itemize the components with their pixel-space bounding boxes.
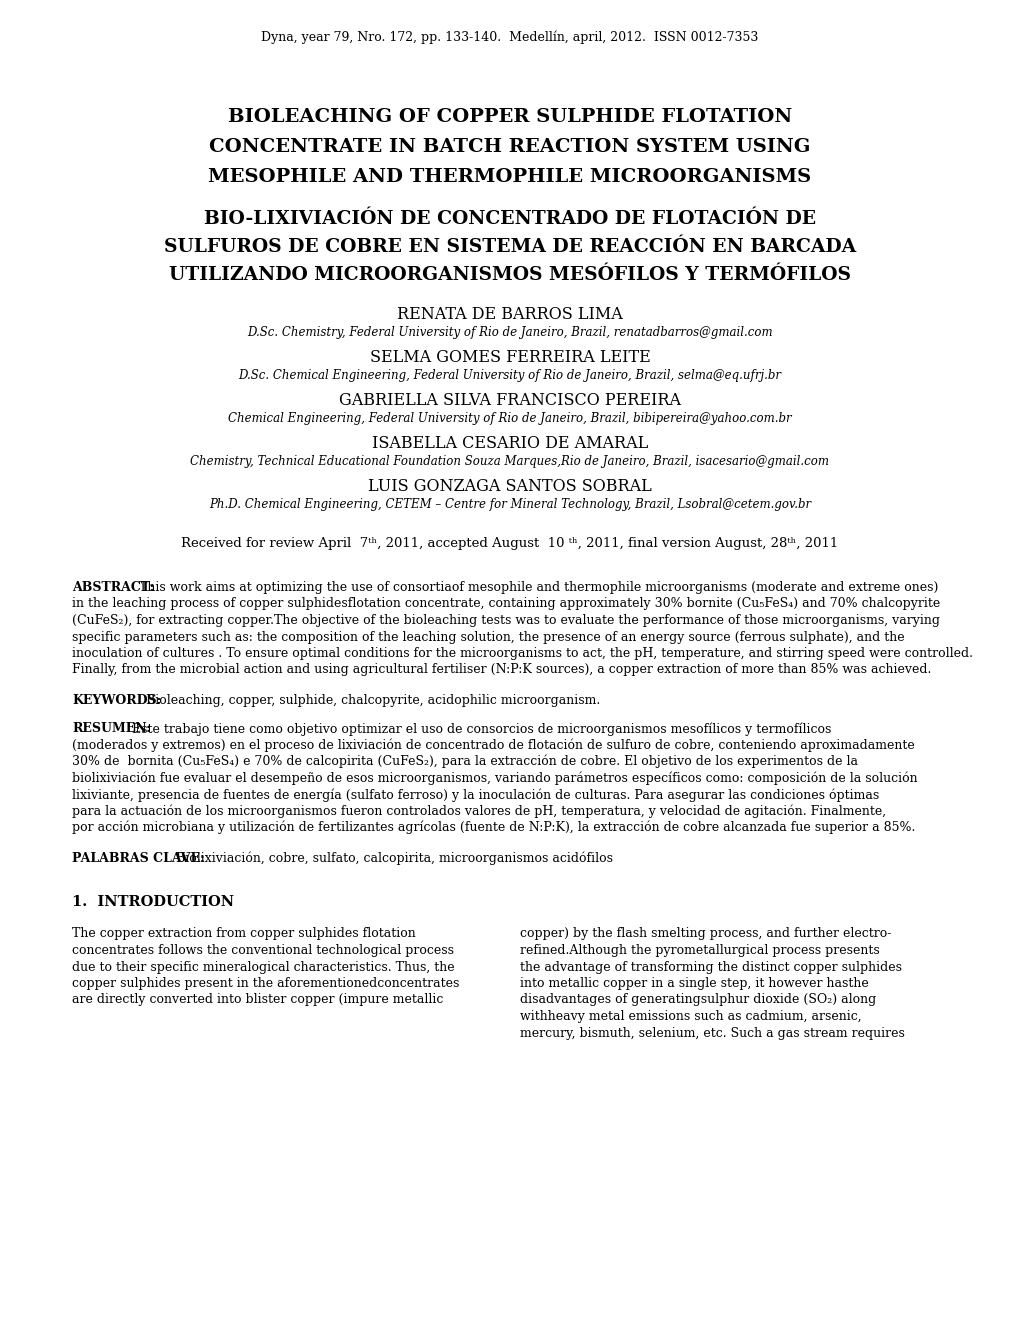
Text: mercury, bismuth, selenium, etc. Such a gas stream requires: mercury, bismuth, selenium, etc. Such a …: [520, 1027, 904, 1040]
Text: PALABRAS CLAVE:: PALABRAS CLAVE:: [72, 851, 205, 865]
Text: LUIS GONZAGA SANTOS SOBRAL: LUIS GONZAGA SANTOS SOBRAL: [368, 478, 651, 495]
Text: MESOPHILE AND THERMOPHILE MICROORGANISMS: MESOPHILE AND THERMOPHILE MICROORGANISMS: [208, 168, 811, 186]
Text: SELMA GOMES FERREIRA LEITE: SELMA GOMES FERREIRA LEITE: [369, 348, 650, 366]
Text: Este trabajo tiene como objetivo optimizar el uso de consorcios de microorganism: Este trabajo tiene como objetivo optimiz…: [131, 722, 830, 735]
Text: Received for review April  7ᵗʰ, 2011, accepted August  10 ᵗʰ, 2011, final versio: Received for review April 7ᵗʰ, 2011, acc…: [181, 537, 838, 550]
Text: RESUMEN:: RESUMEN:: [72, 722, 151, 735]
Text: para la actuación de los microorganismos fueron controlados valores de pH, tempe: para la actuación de los microorganismos…: [72, 804, 886, 818]
Text: Finally, from the microbial action and using agricultural fertiliser (N:P:K sour: Finally, from the microbial action and u…: [72, 664, 930, 676]
Text: specific parameters such as: the composition of the leaching solution, the prese: specific parameters such as: the composi…: [72, 631, 904, 644]
Text: BIOLEACHING OF COPPER SULPHIDE FLOTATION: BIOLEACHING OF COPPER SULPHIDE FLOTATION: [227, 108, 792, 125]
Text: the advantage of transforming the distinct copper sulphides: the advantage of transforming the distin…: [520, 961, 901, 974]
Text: due to their specific mineralogical characteristics. Thus, the: due to their specific mineralogical char…: [72, 961, 454, 974]
Text: D.Sc. Chemistry, Federal University of Rio de Janeiro, Brazil, renatadbarros@gma: D.Sc. Chemistry, Federal University of R…: [247, 326, 772, 339]
Text: in the leaching process of copper sulphidesflotation concentrate, containing app: in the leaching process of copper sulphi…: [72, 598, 940, 610]
Text: ISABELLA CESARIO DE AMARAL: ISABELLA CESARIO DE AMARAL: [372, 436, 647, 451]
Text: inoculation of cultures . To ensure optimal conditions for the microorganisms to: inoculation of cultures . To ensure opti…: [72, 647, 972, 660]
Text: BIO-LIXIVIACIÓN DE CONCENTRADO DE FLOTACIÓN DE: BIO-LIXIVIACIÓN DE CONCENTRADO DE FLOTAC…: [204, 210, 815, 228]
Text: (moderados y extremos) en el proceso de lixiviación de concentrado de flotación : (moderados y extremos) en el proceso de …: [72, 738, 914, 752]
Text: Chemical Engineering, Federal University of Rio de Janeiro, Brazil, bibipereira@: Chemical Engineering, Federal University…: [228, 412, 791, 425]
Text: refined.Although the pyrometallurgical process presents: refined.Although the pyrometallurgical p…: [520, 944, 879, 957]
Text: copper sulphides present in the aforementionedconcentrates: copper sulphides present in the aforemen…: [72, 977, 459, 990]
Text: This work aims at optimizing the use of consortiaof mesophile and thermophile mi: This work aims at optimizing the use of …: [139, 581, 937, 594]
Text: Bioleaching, copper, sulphide, chalcopyrite, acidophilic microorganism.: Bioleaching, copper, sulphide, chalcopyr…: [142, 694, 599, 708]
Text: KEYWORDS:: KEYWORDS:: [72, 694, 161, 708]
Text: Biolixiviación, cobre, sulfato, calcopirita, microorganismos acidófilos: Biolixiviación, cobre, sulfato, calcopir…: [172, 851, 612, 865]
Text: The copper extraction from copper sulphides flotation: The copper extraction from copper sulphi…: [72, 928, 416, 940]
Text: GABRIELLA SILVA FRANCISCO PEREIRA: GABRIELLA SILVA FRANCISCO PEREIRA: [338, 392, 681, 409]
Text: ABSTRACT:: ABSTRACT:: [72, 581, 154, 594]
Text: D.Sc. Chemical Engineering, Federal University of Rio de Janeiro, Brazil, selma@: D.Sc. Chemical Engineering, Federal Univ…: [238, 370, 781, 381]
Text: CONCENTRATE IN BATCH REACTION SYSTEM USING: CONCENTRATE IN BATCH REACTION SYSTEM USI…: [209, 139, 810, 156]
Text: por acción microbiana y utilización de fertilizantes agrícolas (fuente de N:P:K): por acción microbiana y utilización de f…: [72, 821, 914, 834]
Text: 1.  INTRODUCTION: 1. INTRODUCTION: [72, 895, 234, 909]
Text: (CuFeS₂), for extracting copper.The objective of the bioleaching tests was to ev: (CuFeS₂), for extracting copper.The obje…: [72, 614, 940, 627]
Text: 30% de  bornita (Cu₅FeS₄) e 70% de calcopirita (CuFeS₂), para la extracción de c: 30% de bornita (Cu₅FeS₄) e 70% de calcop…: [72, 755, 857, 768]
Text: RENATA DE BARROS LIMA: RENATA DE BARROS LIMA: [396, 306, 623, 323]
Text: lixiviante, presencia de fuentes de energía (sulfato ferroso) y la inoculación d: lixiviante, presencia de fuentes de ener…: [72, 788, 878, 801]
Text: are directly converted into blister copper (impure metallic: are directly converted into blister copp…: [72, 994, 443, 1006]
Text: disadvantages of generatingsulphur dioxide (SO₂) along: disadvantages of generatingsulphur dioxi…: [520, 994, 875, 1006]
Text: copper) by the flash smelting process, and further electro-: copper) by the flash smelting process, a…: [520, 928, 891, 940]
Text: UTILIZANDO MICROORGANISMOS MESÓFILOS Y TERMÓFILOS: UTILIZANDO MICROORGANISMOS MESÓFILOS Y T…: [169, 267, 850, 284]
Text: SULFUROS DE COBRE EN SISTEMA DE REACCIÓN EN BARCADA: SULFUROS DE COBRE EN SISTEMA DE REACCIÓN…: [164, 238, 855, 256]
Text: Dyna, year 79, Nro. 172, pp. 133-140.  Medellín, april, 2012.  ISSN 0012-7353: Dyna, year 79, Nro. 172, pp. 133-140. Me…: [261, 30, 758, 44]
Text: Ph.D. Chemical Engineering, CETEM – Centre for Mineral Technology, Brazil, Lsobr: Ph.D. Chemical Engineering, CETEM – Cent…: [209, 498, 810, 511]
Text: withheavy metal emissions such as cadmium, arsenic,: withheavy metal emissions such as cadmiu…: [520, 1010, 861, 1023]
Text: concentrates follows the conventional technological process: concentrates follows the conventional te…: [72, 944, 453, 957]
Text: into metallic copper in a single step, it however hasthe: into metallic copper in a single step, i…: [520, 977, 868, 990]
Text: biolixiviación fue evaluar el desempeño de esos microorganismos, variando paráme: biolixiviación fue evaluar el desempeño …: [72, 771, 917, 785]
Text: Chemistry, Technical Educational Foundation Souza Marques,Rio de Janeiro, Brazil: Chemistry, Technical Educational Foundat…: [191, 455, 828, 469]
